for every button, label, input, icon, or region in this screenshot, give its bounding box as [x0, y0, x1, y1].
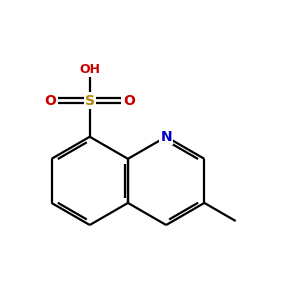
- Text: O: O: [44, 94, 56, 108]
- Text: S: S: [85, 94, 95, 108]
- Text: OH: OH: [79, 63, 100, 76]
- Text: O: O: [124, 94, 135, 108]
- Text: N: N: [160, 130, 172, 144]
